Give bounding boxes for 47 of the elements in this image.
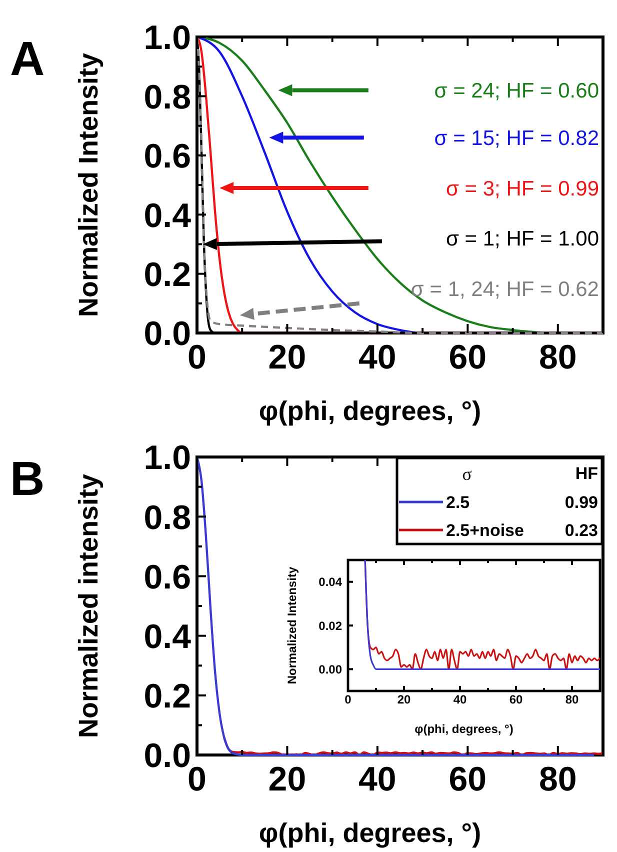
x-tick-label: 60 [509,692,523,707]
annotation: HF [575,464,598,483]
x-tick-label: 0 [188,338,206,377]
x-axis-title: φ(phi, degrees, °) [414,722,514,736]
y-tick-label: 0.8 [144,78,191,116]
y-tick-label: 0.04 [318,575,342,590]
x-tick-label: 40 [358,760,396,799]
text: σ = 3; HF = 0.99 [446,177,599,200]
legend-title: σ [462,464,472,484]
x-tick-label: 80 [565,692,579,707]
series-label: σ = 1, 24; HF = 0.62 [410,278,599,301]
legend-label: 2.5+noise [446,521,524,540]
x-tick-label: 60 [448,760,487,799]
x-tick-label: 80 [538,760,577,799]
y-tick-label: 0.02 [318,618,342,633]
y-tick-label: 0.00 [318,662,342,676]
x-tick-label: 20 [268,760,306,799]
y-tick-label: 0.6 [144,558,191,596]
text: σ = 24; HF = 0.60 [434,80,599,103]
text: σ = 15; HF = 0.82 [434,126,599,150]
x-tick-label: 40 [358,338,396,377]
x-tick-label: 0 [344,692,352,707]
x-tick-label: 20 [268,338,306,377]
y-axis-title: Normalized intensity [73,474,104,738]
y-tick-label: 1.0 [144,439,191,478]
y-tick-label: 0.4 [144,196,192,235]
y-axis-title: Normalized Intensity [285,566,300,684]
x-tick-label: 40 [453,692,467,707]
chart-title: A [10,33,45,86]
chart-title: B [10,453,45,506]
x-tick-label: 20 [397,692,411,707]
legend-label: 2.5 [446,493,470,512]
x-tick-label: 60 [448,338,487,377]
annotation: 0.23 [564,521,598,540]
y-tick-label: 1.0 [144,19,191,58]
y-tick-label: 0.8 [144,498,191,537]
x-axis-title: φ(phi, degrees, °) [258,818,482,848]
text: σ = 1; HF = 1.00 [446,228,599,251]
y-tick-label: 0.2 [144,256,191,294]
x-tick-label: 0 [188,760,206,799]
x-axis-title: φ(phi, degrees, °) [258,396,482,426]
y-tick-label: 0.6 [144,138,191,176]
annotation: 0.99 [564,493,598,512]
x-tick-label: 80 [538,338,577,377]
y-tick-label: 0.2 [144,678,191,716]
y-tick-label: 0.4 [144,618,192,656]
y-axis-title: Normalized Intensity [73,52,104,318]
